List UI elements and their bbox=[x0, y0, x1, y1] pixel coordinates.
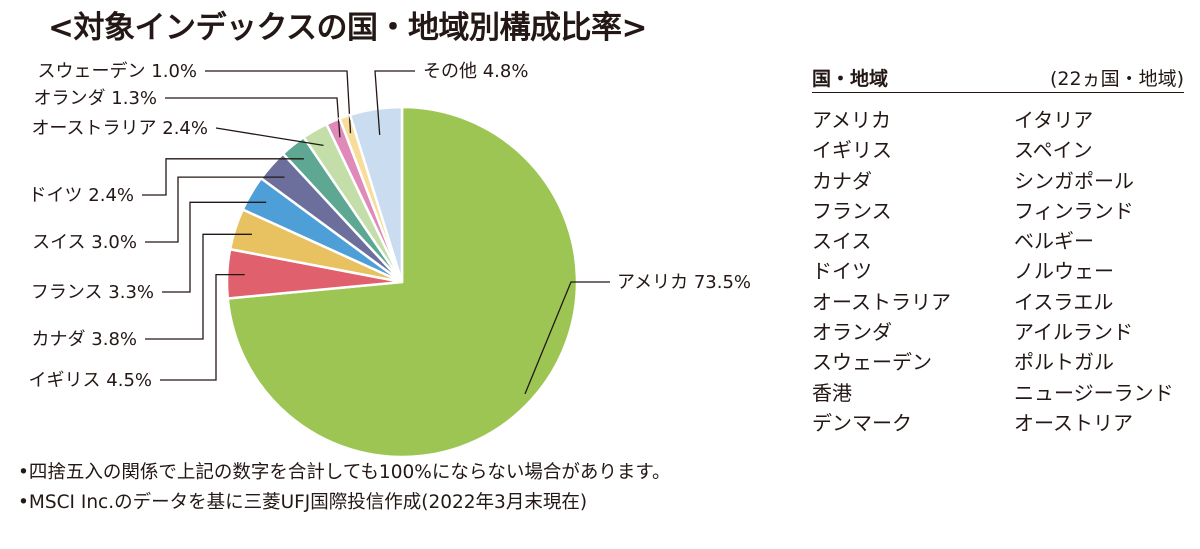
chart-title: <対象インデックスの国・地域別構成比率> bbox=[48, 10, 648, 46]
country-item: スペイン bbox=[1014, 138, 1093, 163]
slice-label: オーストラリア 2.4% bbox=[31, 118, 208, 139]
slice-label: ドイツ 2.4% bbox=[29, 185, 134, 206]
country-item: フィンランド bbox=[1014, 198, 1134, 223]
country-item: カナダ bbox=[812, 168, 872, 193]
leader-line bbox=[374, 70, 415, 135]
slice-label: アメリカ 73.5% bbox=[617, 272, 751, 293]
leader-line bbox=[142, 158, 304, 196]
country-item: 香港 bbox=[812, 380, 852, 405]
footnotes: •四捨五入の関係で上記の数字を合計しても100%にならない場合があります。 •M… bbox=[18, 458, 670, 518]
leader-line bbox=[205, 70, 352, 134]
country-item: オーストリア bbox=[1014, 410, 1133, 435]
country-item: ベルギー bbox=[1014, 229, 1094, 254]
country-item: スウェーデン bbox=[812, 350, 932, 375]
leader-line bbox=[162, 201, 267, 293]
slice-label: フランス 3.3% bbox=[31, 282, 154, 303]
country-grid: アメリカイギリスカナダフランススイスドイツオーストラリア オランダスウェーデン 香港… bbox=[812, 105, 1184, 438]
country-item: ニュージーランド bbox=[1014, 380, 1174, 405]
country-item: スイス bbox=[812, 229, 872, 254]
slice-label: オランダ 1.3% bbox=[34, 88, 157, 109]
pie-slice bbox=[348, 105, 404, 283]
country-item: オーストラリア bbox=[812, 289, 951, 314]
slice-label: スイス 3.0% bbox=[32, 232, 137, 253]
country-item: アメリカ bbox=[812, 108, 891, 132]
country-item: フランス bbox=[812, 198, 892, 223]
slice-label: その他 4.8% bbox=[423, 61, 528, 82]
leader-line bbox=[524, 281, 610, 395]
country-item: イスラエル bbox=[1014, 289, 1114, 314]
country-list-panel: 国・地域 (22ヵ国・地域) アメリカイギリスカナダフランススイスドイツオースト… bbox=[812, 58, 1184, 438]
country-count: (22ヵ国・地域) bbox=[1049, 68, 1184, 90]
leader-line bbox=[215, 127, 324, 147]
country-item: デンマーク bbox=[812, 410, 912, 435]
country-list-header: 国・地域 (22ヵ国・地域) bbox=[812, 58, 1184, 93]
country-item: ノルウェー bbox=[1014, 259, 1114, 284]
country-item: ポルトガル bbox=[1014, 350, 1114, 375]
slice-label: イギリス 4.5% bbox=[29, 370, 152, 391]
country-column-1: アメリカイギリスカナダフランススイスドイツオーストラリア オランダスウェーデン 香港… bbox=[812, 105, 1014, 438]
footnote-source: •MSCI Inc.のデータを基に三菱UFJ国際投信作成(2022年3月末現在) bbox=[18, 492, 588, 513]
slice-label: スウェーデン 1.0% bbox=[38, 61, 197, 82]
country-item: アイルランド bbox=[1014, 320, 1133, 345]
country-item: シンガポール bbox=[1014, 168, 1134, 193]
leader-line bbox=[160, 273, 245, 381]
slice-label: カナダ 3.8% bbox=[32, 329, 137, 350]
country-item: ドイツ bbox=[812, 259, 872, 284]
country-item: イギリス bbox=[812, 138, 892, 163]
country-item: オランダ bbox=[812, 320, 892, 345]
country-list-heading: 国・地域 bbox=[812, 68, 889, 90]
country-column-2: イタリアスペインシンガポール フィンランド ベルギーノルウェーイスラエルアイルランド… bbox=[1014, 105, 1184, 438]
country-item: イタリア bbox=[1014, 108, 1094, 132]
leader-line bbox=[165, 97, 341, 138]
leader-line bbox=[145, 176, 285, 243]
footnote-rounding: •四捨五入の関係で上記の数字を合計しても100%にならない場合があります。 bbox=[18, 462, 671, 483]
leader-line bbox=[145, 233, 252, 340]
pie-chart: アメリカ 73.5% イギリス 4.5% カナダ 3.8% フランス 3.3% スイス … bbox=[29, 61, 751, 459]
